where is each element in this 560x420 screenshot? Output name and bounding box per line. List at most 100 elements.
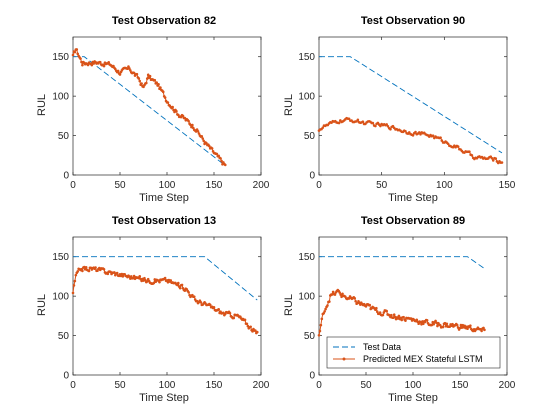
- predicted-point: [385, 123, 388, 126]
- predicted-point: [469, 324, 472, 327]
- predicted-point: [431, 320, 435, 324]
- predicted-point: [371, 121, 375, 125]
- y-tick-label: 100: [298, 92, 315, 103]
- predicted-point: [400, 318, 404, 322]
- predicted-point: [129, 69, 132, 72]
- predicted-point: [153, 78, 157, 82]
- predicted-point: [324, 307, 327, 311]
- predicted-point: [254, 329, 257, 332]
- predicted-point: [152, 281, 156, 285]
- x-tick-label: 50: [114, 180, 126, 191]
- panel-3-title: Test Observation 13: [112, 215, 216, 227]
- predicted-point: [121, 275, 125, 278]
- predicted-point: [118, 73, 122, 76]
- predicted-point: [392, 313, 396, 317]
- predicted-point: [353, 296, 357, 300]
- predicted-point: [191, 123, 194, 127]
- x-tick-label: 0: [316, 380, 322, 391]
- panel-4-ylabel: RUL: [283, 294, 295, 316]
- predicted-point: [361, 120, 365, 123]
- x-tick-label: 150: [499, 180, 516, 191]
- predicted-point: [202, 139, 205, 143]
- predicted-point: [92, 62, 95, 65]
- predicted-point: [106, 272, 110, 276]
- x-tick-label: 100: [436, 180, 453, 191]
- predicted-point: [81, 269, 84, 273]
- predicted-point: [201, 137, 205, 140]
- predicted-point: [161, 90, 165, 94]
- predicted-point: [319, 323, 323, 327]
- predicted-point: [456, 145, 460, 148]
- y-tick-label: 100: [52, 92, 69, 103]
- predicted-point: [228, 311, 232, 315]
- series-test-data-line: [319, 256, 485, 269]
- panel-4: Test Observation 89 Time Step RUL 0 50 100…: [283, 215, 516, 404]
- predicted-point: [246, 324, 250, 328]
- predicted-point: [381, 313, 385, 317]
- predicted-point: [80, 60, 83, 64]
- predicted-point: [158, 280, 161, 284]
- predicted-point: [491, 159, 495, 162]
- predicted-point: [75, 48, 79, 51]
- predicted-point: [135, 72, 139, 76]
- predicted-point: [215, 152, 219, 156]
- predicted-point: [320, 317, 324, 321]
- predicted-point: [217, 308, 220, 311]
- panel-2-ylabel: RUL: [283, 94, 295, 116]
- predicted-point: [459, 323, 463, 327]
- predicted-point: [483, 328, 486, 332]
- y-tick-label: 150: [52, 252, 69, 263]
- x-tick-label: 200: [499, 380, 516, 391]
- predicted-point: [368, 303, 372, 307]
- predicted-point: [169, 279, 173, 282]
- x-tick-label: 50: [114, 380, 126, 391]
- predicted-point: [159, 86, 162, 89]
- predicted-point: [86, 63, 90, 67]
- predicted-point: [466, 327, 469, 331]
- x-tick-label: 150: [206, 180, 223, 191]
- y-tick-label: 0: [63, 171, 69, 182]
- predicted-point: [71, 291, 75, 295]
- predicted-point: [470, 154, 474, 157]
- predicted-point: [192, 295, 196, 298]
- predicted-point: [323, 310, 326, 313]
- predicted-point: [210, 147, 214, 150]
- predicted-point: [146, 73, 150, 77]
- predicted-point: [337, 121, 341, 125]
- predicted-point: [180, 283, 184, 287]
- predicted-point: [187, 290, 190, 294]
- legend: Test Data Predicted MEX Stateful LSTM: [326, 336, 501, 369]
- predicted-point: [143, 276, 146, 280]
- predicted-point: [326, 304, 329, 307]
- y-tick-label: 50: [304, 131, 316, 142]
- predicted-point: [404, 319, 407, 322]
- panel-1-xlabel: Time Step: [139, 192, 189, 204]
- predicted-point: [397, 314, 401, 318]
- panel-1-ylabel: RUL: [36, 94, 48, 116]
- predicted-point: [390, 313, 393, 317]
- predicted-point: [196, 129, 200, 133]
- predicted-point: [176, 113, 180, 117]
- predicted-point: [245, 322, 249, 326]
- panel-4-xlabel: Time Step: [388, 392, 438, 404]
- predicted-point: [113, 271, 116, 274]
- predicted-point: [421, 320, 424, 323]
- predicted-point: [146, 277, 150, 281]
- y-tick-label: 0: [309, 171, 315, 182]
- x-tick-label: 50: [376, 180, 388, 191]
- predicted-point: [354, 299, 357, 303]
- series-test-data-line: [73, 56, 226, 166]
- predicted-point: [107, 60, 111, 64]
- predicted-point: [132, 274, 136, 278]
- legend-label-pred: Predicted MEX Stateful LSTM: [363, 354, 483, 364]
- series-test-data-line: [319, 56, 503, 154]
- predicted-point: [76, 270, 79, 273]
- predicted-point: [194, 130, 198, 133]
- predicted-point: [137, 77, 141, 80]
- predicted-point: [76, 52, 79, 56]
- predicted-point: [490, 156, 494, 160]
- predicted-point: [404, 129, 407, 133]
- y-tick-label: 100: [52, 292, 69, 303]
- predicted-point: [219, 157, 222, 160]
